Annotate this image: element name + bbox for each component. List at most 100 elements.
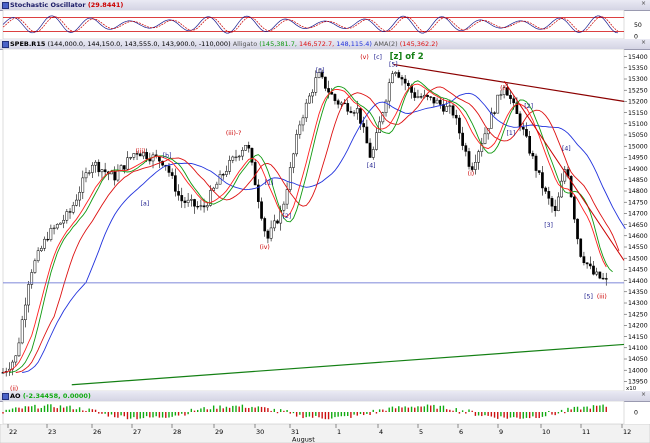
ao-bar <box>43 405 46 412</box>
ao-bar <box>375 412 378 414</box>
ao-bar <box>264 407 266 412</box>
candle-body <box>304 102 308 119</box>
ao-bar <box>244 407 247 412</box>
alligator-jaw-line <box>22 92 626 373</box>
candle-body <box>525 129 528 137</box>
ao-bar <box>279 409 282 412</box>
candle-body <box>595 271 599 275</box>
ao-bar <box>133 412 135 418</box>
wave-label: [4] <box>562 146 571 153</box>
price-axis-tick-label: 15400 <box>628 54 648 61</box>
candle-body <box>327 88 330 93</box>
ao-bar <box>401 407 403 412</box>
ao-bar <box>458 412 461 414</box>
panel-menu-icon[interactable] <box>2 393 9 400</box>
candle-body <box>512 98 516 104</box>
ao-bar <box>554 412 556 416</box>
time-axis-label: 30 <box>256 428 264 436</box>
candle-body <box>451 105 455 116</box>
ao-bar <box>75 409 78 412</box>
candle-body <box>186 199 190 203</box>
ao-bar <box>21 408 23 412</box>
ao-bar <box>37 408 39 412</box>
ao-bar <box>315 412 317 416</box>
candle-body <box>419 96 423 98</box>
ao-bar <box>318 412 320 418</box>
candle-body <box>560 180 563 198</box>
candle-body <box>429 96 433 98</box>
ao-bar <box>487 412 489 416</box>
ao-bar <box>426 404 429 412</box>
stochastic-value: (29.8441) <box>87 1 124 9</box>
close-panel-icon[interactable]: × <box>640 0 647 7</box>
panel-menu-icon[interactable] <box>2 41 9 48</box>
price-axis-tick-label: 14800 <box>628 188 648 195</box>
ao-bar <box>257 406 260 412</box>
time-axis-label: 23 <box>48 428 56 436</box>
wave-label: [1] <box>507 130 516 137</box>
alligator-lips-value: (145,381.7, <box>259 40 297 48</box>
candle-body <box>43 238 46 249</box>
ao-bar <box>129 412 132 419</box>
candle-body <box>14 355 18 363</box>
ao-bar <box>235 405 237 412</box>
price-axis-scale-label: x10 <box>626 386 637 391</box>
ao-bar <box>538 412 540 419</box>
ao-bar <box>299 412 301 415</box>
candle-body <box>371 149 375 158</box>
candle-body <box>234 156 238 158</box>
candle-body <box>174 175 177 192</box>
time-axis-background <box>0 424 650 443</box>
candle-body <box>445 106 449 112</box>
ao-bar <box>576 406 579 412</box>
price-axis-tick-label: 15100 <box>628 121 648 128</box>
candle-body <box>474 162 477 170</box>
ao-bar <box>56 408 58 412</box>
time-axis-label: 10 <box>542 428 550 436</box>
candle-body <box>509 95 512 99</box>
ao-bar <box>423 406 426 412</box>
candle-body <box>221 174 225 176</box>
candle-body <box>285 189 289 205</box>
candle-body <box>145 152 148 159</box>
ao-bar <box>286 409 288 412</box>
ao-bar <box>66 406 68 412</box>
ao-bar <box>350 412 352 418</box>
ao-bar <box>500 412 502 417</box>
ao-bar <box>433 404 435 412</box>
ao-bar <box>420 406 422 412</box>
candle-body <box>585 262 589 265</box>
ao-bar <box>126 412 129 420</box>
ao-bar <box>267 408 269 412</box>
candle-body <box>231 156 235 161</box>
panel-menu-icon[interactable] <box>2 2 9 9</box>
candle-body <box>17 342 21 357</box>
candle-body <box>601 277 605 280</box>
candle-body <box>339 102 343 105</box>
ao-bar <box>139 412 141 419</box>
ao-bar <box>165 412 167 418</box>
candle-body <box>126 157 129 170</box>
ao-bar <box>200 408 202 412</box>
ao-bar <box>580 409 582 412</box>
price-axis-tick-label: 14250 <box>628 311 648 318</box>
candle-body <box>544 187 547 192</box>
ao-bar <box>174 412 177 416</box>
wave-label: (i) <box>468 170 475 177</box>
candle-body <box>301 117 305 126</box>
candle-body <box>84 172 88 179</box>
ao-bar <box>123 412 125 417</box>
ao-bar <box>430 405 432 412</box>
close-panel-icon[interactable]: × <box>640 39 647 46</box>
candle-body <box>263 218 267 232</box>
month-label: August <box>292 436 315 443</box>
candle-body <box>202 205 206 208</box>
candle-body <box>71 205 75 213</box>
candle-body <box>276 220 279 224</box>
stochastic-d-line <box>2 16 619 33</box>
candle-body <box>333 94 337 101</box>
wave-label: [5] <box>389 62 398 69</box>
candle-body <box>30 272 34 285</box>
candle-body <box>458 117 461 134</box>
close-panel-icon[interactable]: × <box>640 391 647 398</box>
